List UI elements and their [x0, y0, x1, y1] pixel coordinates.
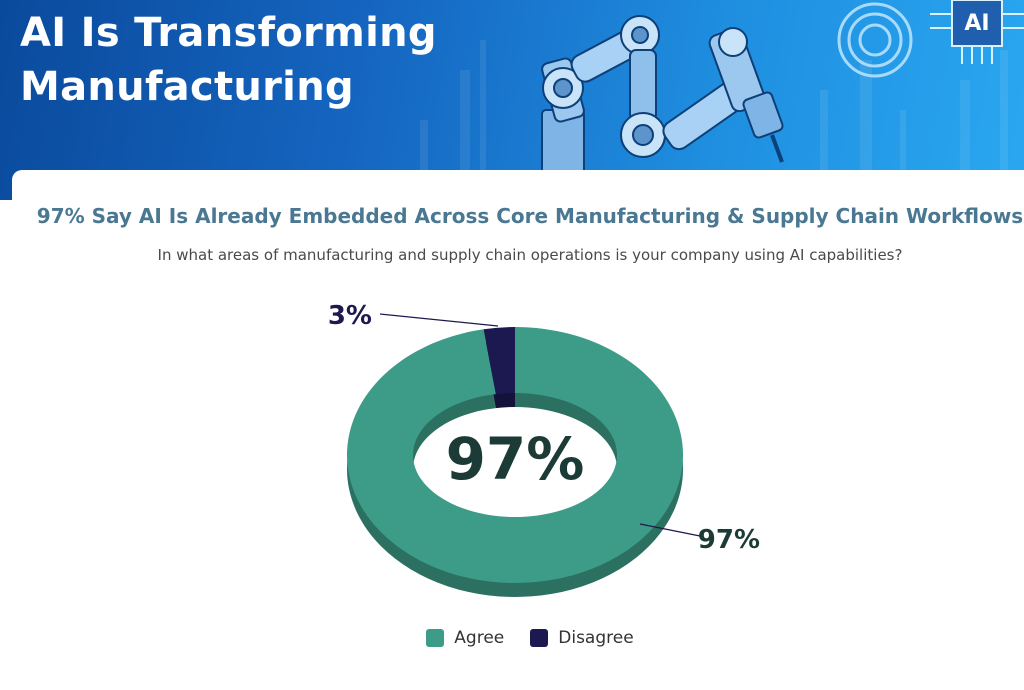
page-title-line1: AI Is Transforming: [20, 10, 437, 56]
ai-chip-label: AI: [964, 11, 989, 36]
page-title: AI Is Transforming Manufacturing: [20, 6, 437, 114]
hero-background-bars: [420, 40, 1008, 200]
legend-label-agree: Agree: [454, 628, 505, 648]
robot-arm-icon: [541, 15, 784, 175]
leader-line-disagree: [379, 313, 499, 327]
chart-card: [12, 170, 1024, 690]
donut-chart: 97% 97% 3%: [328, 301, 760, 598]
concentric-rings-icon: [837, 2, 913, 78]
donut-slice-agree: [347, 327, 684, 584]
legend-label-disagree: Disagree: [558, 628, 634, 648]
chart-title: 97% Say AI Is Already Embedded Across Co…: [36, 204, 1024, 228]
slice-label-agree: 97%: [698, 525, 760, 555]
slice-label-disagree: 3%: [328, 301, 372, 331]
donut-center-label: 97%: [446, 425, 585, 493]
ai-chip-icon: AI: [930, 0, 1024, 64]
donut-slice-disagree: [483, 327, 515, 395]
page-title-line2: Manufacturing: [20, 64, 354, 110]
chart-legend: Agree Disagree: [0, 628, 1024, 648]
legend-item-agree: Agree: [426, 628, 504, 648]
legend-swatch-disagree: [530, 629, 549, 647]
hero-banner: AI Is Transforming Manufacturing: [0, 0, 1024, 200]
chart-subtitle: In what areas of manufacturing and suppl…: [157, 246, 903, 264]
leader-line-agree: [639, 523, 701, 537]
legend-swatch-agree: [426, 629, 445, 647]
legend-item-disagree: Disagree: [530, 628, 634, 648]
